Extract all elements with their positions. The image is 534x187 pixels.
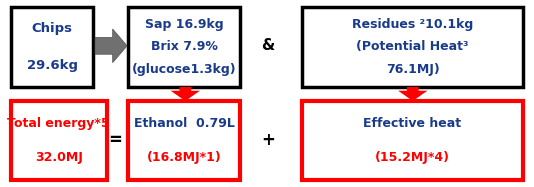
Text: (Potential Heat³: (Potential Heat³: [356, 40, 469, 53]
Text: +: +: [261, 131, 275, 149]
Polygon shape: [398, 87, 427, 101]
FancyBboxPatch shape: [11, 101, 107, 180]
Text: Chips: Chips: [32, 22, 73, 35]
Text: (16.8MJ*1): (16.8MJ*1): [147, 151, 222, 164]
Text: (glucose1.3kg): (glucose1.3kg): [132, 63, 237, 76]
FancyBboxPatch shape: [128, 101, 240, 180]
Text: =: =: [108, 131, 122, 149]
FancyBboxPatch shape: [302, 101, 523, 180]
Text: 29.6kg: 29.6kg: [27, 59, 77, 72]
Text: (15.2MJ*4): (15.2MJ*4): [375, 151, 450, 164]
Polygon shape: [170, 87, 200, 101]
FancyBboxPatch shape: [128, 7, 240, 87]
Text: 32.0MJ: 32.0MJ: [35, 151, 83, 164]
Text: 76.1MJ): 76.1MJ): [386, 63, 439, 76]
Text: Total energy*5: Total energy*5: [7, 117, 110, 130]
Text: &: &: [262, 38, 274, 53]
Polygon shape: [95, 29, 127, 63]
FancyBboxPatch shape: [302, 7, 523, 87]
Text: Residues ²10.1kg: Residues ²10.1kg: [352, 18, 473, 31]
Text: Effective heat: Effective heat: [364, 117, 461, 130]
Text: Ethanol  0.79L: Ethanol 0.79L: [134, 117, 234, 130]
Text: Brix 7.9%: Brix 7.9%: [151, 40, 218, 53]
FancyBboxPatch shape: [11, 7, 93, 87]
Text: Sap 16.9kg: Sap 16.9kg: [145, 18, 224, 31]
